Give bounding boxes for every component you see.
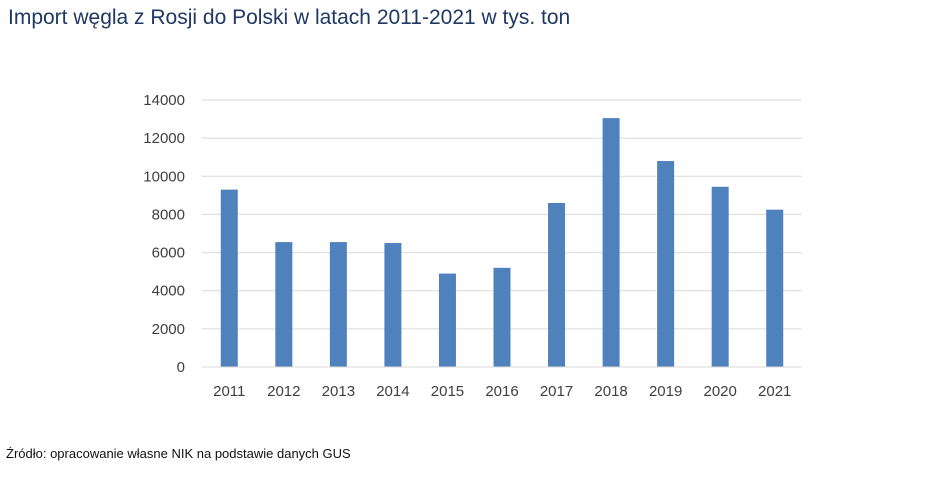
x-tick-label: 2017 [540, 383, 573, 400]
y-tick-label: 4000 [152, 283, 185, 300]
bar-2016 [493, 267, 511, 367]
x-tick-label: 2021 [758, 383, 791, 400]
bar-2014 [384, 243, 402, 367]
bar-2013 [329, 242, 347, 367]
x-axis-tick-labels: 2011 2012 2013 2014 2015 2016 2017 2018 2019 2020… [213, 383, 791, 400]
y-tick-label: 12000 [143, 130, 185, 147]
y-tick-label: 14000 [143, 92, 185, 109]
bars [220, 118, 784, 367]
y-tick-label: 0 [177, 359, 185, 376]
bar-2012 [275, 242, 293, 367]
bar-2021 [766, 209, 784, 367]
bar-2020 [711, 186, 729, 367]
x-tick-label: 2015 [431, 383, 464, 400]
y-tick-label: 8000 [152, 206, 185, 223]
x-tick-label: 2016 [485, 383, 518, 400]
x-tick-label: 2020 [703, 383, 736, 400]
y-tick-label: 10000 [143, 168, 185, 185]
bar-2019 [657, 161, 675, 367]
x-tick-label: 2013 [322, 383, 355, 400]
bar-2017 [548, 202, 566, 367]
source-note: Źródło: opracowanie własne NIK na podsta… [6, 446, 351, 461]
chart-title: Import węgla z Rosji do Polski w latach … [8, 6, 571, 29]
bar-2011 [220, 189, 238, 367]
x-tick-label: 2014 [376, 383, 409, 400]
x-tick-label: 2011 [213, 383, 245, 400]
x-tick-label: 2019 [649, 383, 682, 400]
bar-2018 [602, 118, 620, 367]
y-tick-label: 6000 [152, 245, 185, 262]
y-tick-label: 2000 [152, 321, 185, 338]
x-tick-label: 2012 [267, 383, 300, 400]
bar-2015 [438, 273, 456, 367]
y-axis-tick-labels: 0 2000 4000 6000 8000 10000 12000 14000 [143, 92, 185, 376]
x-tick-label: 2018 [594, 383, 627, 400]
